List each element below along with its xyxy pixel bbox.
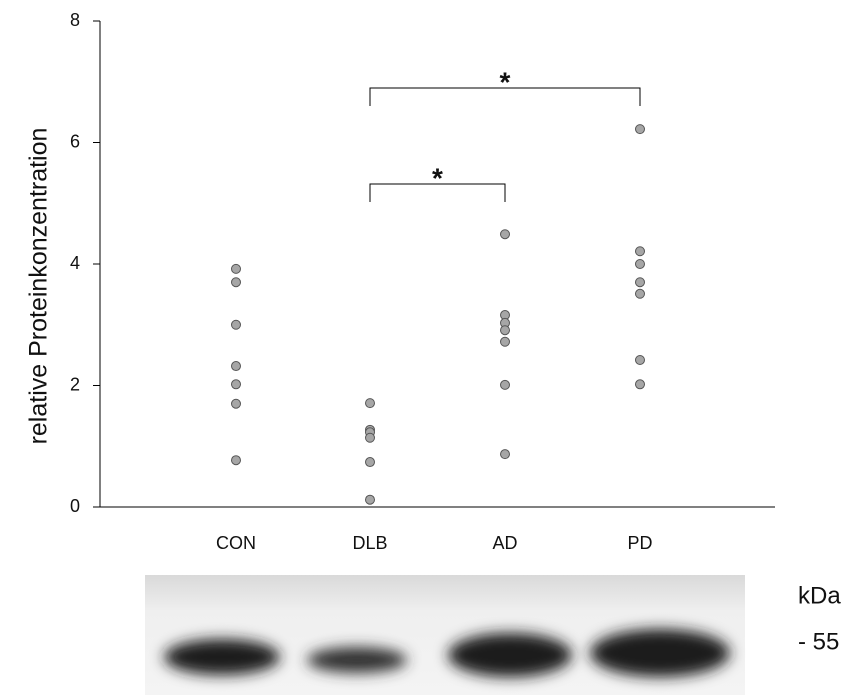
y-tick-label: 2 xyxy=(70,374,80,394)
data-point xyxy=(636,289,645,298)
data-point xyxy=(636,260,645,269)
blot-unit: kDa xyxy=(798,582,841,609)
x-tick-label: DLB xyxy=(352,533,387,553)
data-point xyxy=(232,264,241,273)
data-point xyxy=(636,247,645,256)
data-point xyxy=(232,362,241,371)
data-point xyxy=(501,337,510,346)
blot-marker: - 55 xyxy=(798,628,839,655)
significance-label: * xyxy=(432,162,443,193)
data-point xyxy=(501,230,510,239)
blot-band xyxy=(307,647,407,673)
data-point xyxy=(366,458,375,467)
blot-band xyxy=(448,633,572,677)
significance-label: * xyxy=(500,66,511,97)
x-tick-label: CON xyxy=(216,533,256,553)
y-axis-label: relative Proteinkonzentration xyxy=(25,128,53,445)
data-point xyxy=(501,450,510,459)
blot-band xyxy=(590,629,730,677)
data-point xyxy=(366,399,375,408)
western-blot xyxy=(145,575,745,695)
data-point xyxy=(232,380,241,389)
y-tick-label: 0 xyxy=(70,496,80,516)
data-point xyxy=(501,326,510,335)
y-tick-label: 6 xyxy=(70,131,80,151)
page: relative Proteinkonzentration kDa - 55 0… xyxy=(0,0,866,700)
data-point xyxy=(636,355,645,364)
y-tick-label: 4 xyxy=(70,253,80,273)
data-point xyxy=(501,380,510,389)
data-point xyxy=(636,278,645,287)
data-point xyxy=(636,380,645,389)
blot-band xyxy=(164,639,280,675)
x-tick-label: AD xyxy=(492,533,517,553)
y-tick-label: 8 xyxy=(70,10,80,30)
figure: relative Proteinkonzentration kDa - 55 0… xyxy=(0,0,866,695)
data-point xyxy=(366,433,375,442)
x-tick-label: PD xyxy=(627,533,652,553)
data-point xyxy=(232,456,241,465)
data-point xyxy=(232,399,241,408)
data-point xyxy=(232,320,241,329)
data-point xyxy=(636,125,645,134)
data-point xyxy=(232,278,241,287)
data-point xyxy=(366,495,375,504)
